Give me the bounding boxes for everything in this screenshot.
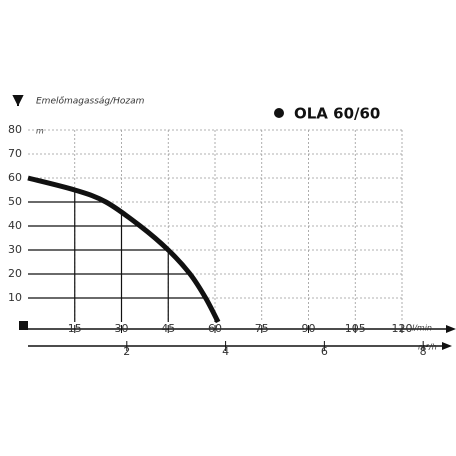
legend-label: OLA 60/60: [294, 105, 380, 123]
y-tick-label: 10: [8, 291, 22, 304]
x-unit: l/min: [412, 324, 432, 333]
x-tick-label: 75: [255, 322, 269, 335]
y-tick-label: 80: [8, 123, 22, 136]
x-tick-label: 60: [208, 322, 222, 335]
y-arrow: [12, 95, 24, 107]
x2-tick-label: 4: [222, 345, 229, 358]
x2-tick-label: 6: [321, 345, 328, 358]
x-arrow: [446, 325, 456, 333]
x-tick-label: 15: [68, 322, 82, 335]
y-unit: m: [36, 127, 44, 136]
curve: [27, 175, 221, 324]
y-tick-label: 70: [8, 147, 22, 160]
x2-tick-label: 2: [123, 345, 130, 358]
y-tick-label: 40: [8, 219, 22, 232]
x2-arrow: [442, 342, 452, 350]
chart-title: Emelőmagasság/Hozam: [36, 97, 145, 107]
y-tick-label: 60: [8, 171, 22, 184]
origin-mark: [19, 321, 28, 330]
y-tick-label: 20: [8, 267, 22, 280]
x-tick-label: 90: [302, 322, 316, 335]
x2-tick-label: 8: [420, 345, 427, 358]
legend-marker: [274, 108, 284, 118]
x-tick-label: 120: [392, 322, 413, 335]
y-tick-label: 50: [8, 195, 22, 208]
x-tick-label: 30: [115, 322, 129, 335]
y-tick-label: 30: [8, 243, 22, 256]
x-tick-label: 105: [345, 322, 366, 335]
x2-unit: m³/h: [418, 343, 437, 352]
x-tick-label: 45: [161, 322, 175, 335]
